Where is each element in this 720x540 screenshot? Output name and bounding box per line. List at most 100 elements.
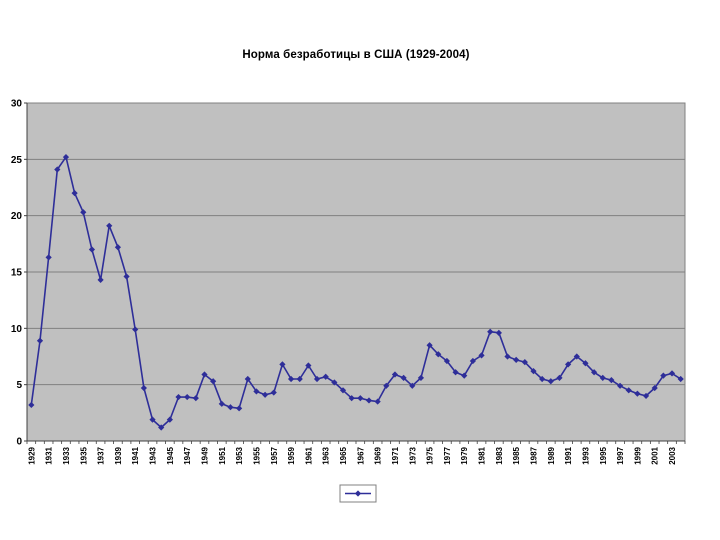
data-point-marker (28, 401, 35, 409)
data-point-marker (339, 387, 347, 394)
x-tick-label: 1957 (270, 446, 279, 464)
data-point-marker (469, 357, 476, 365)
data-point-marker (374, 398, 381, 405)
series (30, 156, 682, 429)
data-point-marker (210, 378, 217, 385)
x-tick-label: 2003 (668, 446, 677, 464)
x-tick-label: 1975 (426, 446, 435, 464)
x-tick-label: 1955 (252, 446, 261, 464)
series-markers (28, 153, 684, 431)
data-point-marker (140, 384, 147, 392)
x-tick-label: 1935 (79, 446, 88, 464)
data-point-marker (106, 222, 113, 229)
data-point-marker (36, 337, 44, 344)
x-tick-label: 1945 (166, 446, 175, 464)
data-point-marker (54, 166, 61, 173)
y-axis-labels: 0 5 10 15 20 25 30 (11, 99, 27, 448)
data-point-marker (435, 351, 442, 358)
data-point-marker (270, 389, 277, 396)
data-point-marker (677, 375, 684, 383)
data-point-marker (443, 357, 451, 365)
x-tick-label: 1985 (512, 446, 521, 464)
chart-title: Норма безработицы в США (1929-2004) (242, 49, 470, 61)
x-tick-label: 1995 (599, 446, 608, 464)
x-tick-label: 1987 (529, 446, 538, 464)
x-tick-label: 1967 (356, 446, 365, 464)
data-point-marker (296, 375, 303, 383)
y-tick-label: 15 (11, 268, 23, 279)
data-point-marker (556, 374, 563, 382)
x-tick-label: 1947 (183, 446, 192, 464)
data-point-marker (80, 209, 87, 216)
x-tick-label: 1979 (460, 446, 469, 464)
data-point-marker (357, 395, 364, 402)
x-tick-label: 1961 (304, 446, 313, 464)
legend-series-marker-icon (354, 490, 362, 497)
data-point-marker (565, 361, 572, 368)
data-point-marker (261, 391, 269, 398)
x-tick-label: 1931 (45, 446, 54, 464)
data-point-marker (348, 395, 355, 402)
data-point-marker (573, 353, 580, 360)
x-tick-label: 1969 (374, 446, 383, 464)
data-point-marker (45, 254, 52, 261)
x-tick-label: 1983 (495, 446, 504, 464)
data-point-marker (616, 382, 624, 389)
data-point-marker (322, 373, 329, 380)
data-point-marker (166, 416, 173, 423)
x-tick-label: 1929 (27, 446, 36, 464)
y-tick-label: 20 (11, 211, 23, 222)
data-point-marker (313, 375, 321, 383)
x-tick-label: 2001 (651, 446, 660, 464)
data-point-marker (409, 382, 416, 389)
x-tick-label: 1981 (478, 446, 487, 464)
data-point-marker (634, 390, 641, 397)
data-point-marker (97, 276, 104, 283)
data-point-marker (504, 353, 511, 360)
x-tick-label: 1939 (114, 446, 123, 464)
x-tick-label: 1963 (322, 446, 331, 464)
data-point-marker (668, 370, 676, 377)
data-point-marker (88, 246, 96, 253)
data-point-marker (452, 369, 459, 376)
data-point-marker (513, 356, 520, 363)
data-point-marker (227, 404, 234, 411)
data-point-marker (642, 392, 650, 400)
x-axis-labels: 1929 1931 1933 1935 1937 1939 1941 1943 1945 1947… (26, 441, 686, 465)
x-tick-label: 1989 (547, 446, 556, 464)
x-tick-label: 1965 (339, 446, 348, 464)
data-point-marker (305, 362, 312, 369)
x-tick-label: 1937 (97, 446, 106, 464)
x-tick-label: 1953 (235, 446, 244, 464)
data-point-marker (495, 329, 502, 336)
data-point-marker (158, 424, 165, 431)
data-point-marker (400, 374, 407, 382)
data-point-marker (279, 361, 286, 368)
data-point-marker (539, 375, 546, 383)
y-tick-label: 25 (11, 155, 23, 166)
x-tick-label: 1977 (443, 446, 452, 464)
data-point-marker (114, 244, 122, 251)
x-tick-label: 1941 (131, 446, 140, 464)
data-point-marker (660, 372, 667, 379)
data-point-marker (236, 405, 243, 412)
data-point-marker (478, 352, 485, 359)
data-point-marker (521, 359, 528, 366)
data-point-marker (201, 371, 208, 378)
data-point-marker (123, 273, 130, 280)
x-tick-label: 1971 (391, 446, 400, 464)
data-point-marker (365, 397, 373, 404)
data-point-marker (582, 360, 589, 367)
data-point-marker (331, 379, 338, 386)
data-point-marker (651, 384, 658, 392)
data-point-marker (487, 328, 494, 335)
data-point-marker (62, 153, 70, 161)
data-point-marker (244, 375, 251, 383)
data-point-marker (149, 416, 156, 423)
x-tick-label: 1933 (62, 446, 71, 464)
data-point-marker (608, 377, 615, 384)
y-tick-label: 30 (11, 99, 23, 110)
data-point-marker (192, 395, 199, 402)
data-point-marker (391, 371, 399, 378)
